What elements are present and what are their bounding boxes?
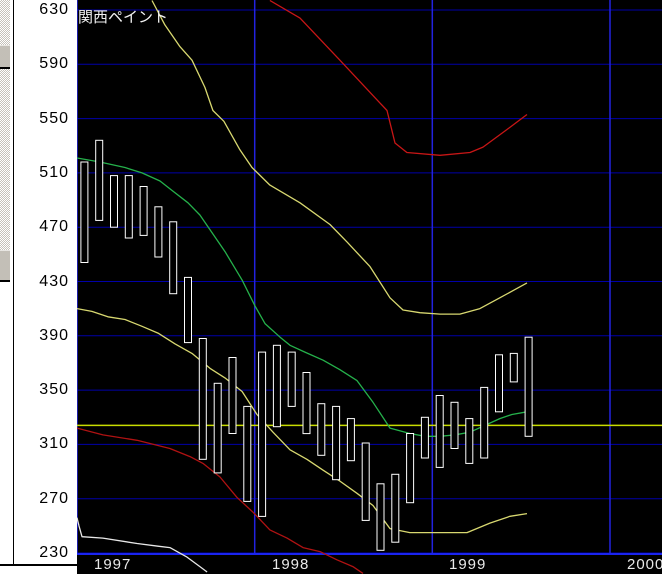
instrument-name-label: 関西ペイント xyxy=(78,9,169,26)
price-chart xyxy=(77,0,662,574)
y-tick-label: 350 xyxy=(39,381,69,398)
price-bar xyxy=(272,344,281,428)
y-tick-label: 470 xyxy=(39,218,69,235)
x-tick-label-year: 2000 xyxy=(627,556,662,573)
x-tick-label-year: 1998 xyxy=(272,556,310,573)
price-bar xyxy=(524,336,533,437)
price-bar xyxy=(346,418,355,462)
price-bar xyxy=(465,418,474,464)
price-bar xyxy=(243,405,252,502)
price-bar xyxy=(495,354,503,413)
price-bar xyxy=(450,401,459,449)
y-tick-label: 590 xyxy=(39,55,69,72)
price-bar xyxy=(169,221,178,295)
price-bar xyxy=(139,186,148,236)
price-bar xyxy=(509,352,518,383)
price-bar xyxy=(376,483,385,551)
price-bar xyxy=(480,386,489,459)
y-axis-panel: 630 590 550 510 470 430 390 350 310 270 230 xyxy=(14,0,76,564)
price-bar xyxy=(361,442,370,521)
series-lower-band-red xyxy=(77,427,364,574)
x-tick-label-year: 1997 xyxy=(94,556,132,573)
price-bar xyxy=(198,338,207,460)
price-bar xyxy=(95,139,104,221)
price-bar xyxy=(228,357,237,434)
price-bar xyxy=(154,206,163,258)
price-bar xyxy=(124,175,133,239)
price-bar xyxy=(213,382,222,474)
price-bar xyxy=(184,276,192,344)
price-bar xyxy=(391,473,400,543)
axis-panel-border xyxy=(13,0,14,566)
series-upper-band-red xyxy=(269,0,528,156)
y-tick-label: 390 xyxy=(39,327,69,344)
series-lower-white xyxy=(77,517,208,573)
scrollbar-thumb[interactable] xyxy=(0,250,10,282)
y-tick-label: 510 xyxy=(39,164,69,181)
y-tick-label: 230 xyxy=(39,544,69,561)
scrollbar-track[interactable] xyxy=(0,0,10,281)
scrollbar-thumb[interactable] xyxy=(0,45,10,69)
axis-panel-bottom-border xyxy=(0,564,77,566)
y-tick-label: 310 xyxy=(39,435,69,452)
y-tick-label: 550 xyxy=(39,110,69,127)
price-bar xyxy=(258,351,267,517)
price-bar xyxy=(332,405,341,481)
price-bar xyxy=(302,372,311,435)
x-tick-label-year: 1999 xyxy=(449,556,487,573)
series-lower-band-yellow xyxy=(77,307,528,534)
price-bar xyxy=(317,403,326,456)
price-bar xyxy=(420,416,429,459)
price-bar xyxy=(406,433,415,504)
price-bar xyxy=(80,161,89,263)
series-upper-band-yellow xyxy=(151,0,528,315)
y-tick-label: 630 xyxy=(39,1,69,18)
y-tick-label: 430 xyxy=(39,273,69,290)
chart-plot-area: 関西ペイント 1997 1998 1999 2000 xyxy=(77,0,662,574)
price-bar xyxy=(287,351,296,407)
y-tick-label: 270 xyxy=(39,490,69,507)
price-bar xyxy=(435,395,444,468)
price-bar xyxy=(110,175,118,228)
